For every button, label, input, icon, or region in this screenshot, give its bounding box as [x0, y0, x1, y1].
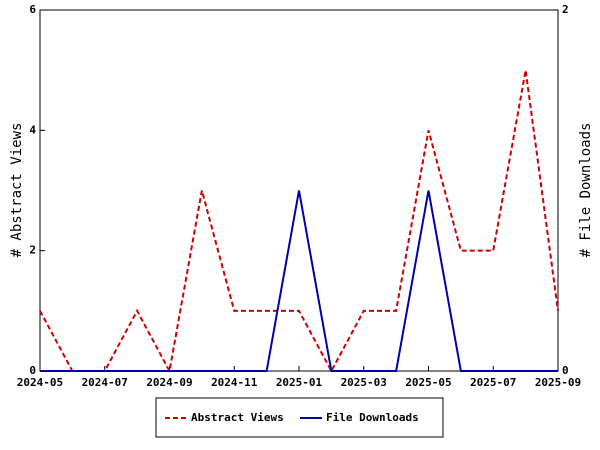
y-tick-label: 2: [29, 244, 36, 257]
y2-tick-label: 0: [562, 364, 569, 377]
y-tick-label: 4: [29, 123, 36, 136]
legend-label: Abstract Views: [191, 411, 284, 424]
series-line: [39, 69, 559, 374]
x-tick-label: 2024-11: [211, 376, 258, 389]
legend-label: File Downloads: [326, 411, 419, 424]
y2-tick-label: 2: [562, 3, 569, 16]
x-tick-label: 2024-07: [82, 376, 128, 389]
series-line: [40, 190, 558, 372]
y-tick-label: 0: [29, 364, 36, 377]
legend-box: [155, 397, 444, 438]
x-tick-label: 2025-07: [470, 376, 516, 389]
x-tick-label: 2025-03: [341, 376, 387, 389]
y-axis-title: # Abstract Views: [9, 123, 25, 258]
x-tick-label: 2024-09: [146, 376, 192, 389]
y2-axis-title: # File Downloads: [578, 123, 594, 258]
x-tick-label: 2025-09: [535, 376, 581, 389]
x-tick-label: 2024-05: [17, 376, 63, 389]
x-tick-label: 2025-01: [276, 376, 323, 389]
x-tick-label: 2025-05: [405, 376, 451, 389]
y-tick-label: 6: [29, 3, 36, 16]
